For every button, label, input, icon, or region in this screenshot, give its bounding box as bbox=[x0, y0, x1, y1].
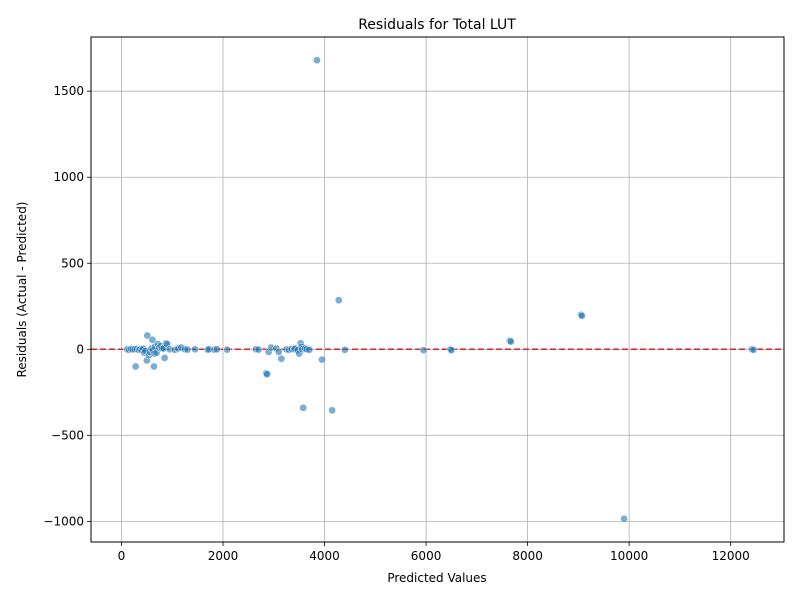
x-tick-label: 2000 bbox=[208, 549, 239, 563]
y-tick-label: 1500 bbox=[53, 84, 84, 98]
data-point bbox=[299, 403, 308, 412]
data-point bbox=[620, 514, 628, 523]
scatter-points bbox=[123, 56, 758, 523]
y-tick-label: −1000 bbox=[43, 514, 84, 528]
x-tick-label: 12000 bbox=[712, 549, 750, 563]
data-point bbox=[131, 362, 140, 371]
data-point bbox=[213, 345, 221, 354]
x-tick-label: 0 bbox=[118, 549, 126, 563]
x-tick-label: 8000 bbox=[512, 549, 543, 563]
y-tick-label: −500 bbox=[51, 428, 84, 442]
data-point bbox=[507, 337, 515, 346]
data-point bbox=[148, 335, 157, 344]
x-tick-label: 6000 bbox=[411, 549, 442, 563]
data-point bbox=[191, 345, 199, 354]
y-tick-label: 1000 bbox=[53, 170, 84, 184]
data-point bbox=[334, 296, 343, 305]
data-point bbox=[254, 345, 263, 354]
x-axis-label: Predicted Values bbox=[387, 571, 486, 585]
data-point bbox=[305, 345, 314, 354]
data-point bbox=[328, 406, 337, 415]
y-axis-label: Residuals (Actual - Predicted) bbox=[15, 202, 29, 378]
data-point bbox=[578, 311, 586, 320]
y-axis-ticks: −1000 −500 0 500 1000 1500 bbox=[43, 84, 91, 528]
data-point bbox=[419, 346, 428, 355]
data-point bbox=[223, 345, 231, 354]
y-tick-label: 0 bbox=[76, 342, 84, 356]
y-tick-label: 500 bbox=[61, 256, 84, 270]
data-point bbox=[263, 370, 272, 379]
data-point bbox=[313, 56, 321, 65]
data-point bbox=[183, 345, 192, 354]
data-point bbox=[340, 345, 349, 354]
data-point bbox=[447, 346, 456, 355]
x-tick-label: 10000 bbox=[610, 549, 648, 563]
data-point bbox=[160, 354, 169, 362]
data-point bbox=[749, 345, 758, 354]
x-tick-label: 4000 bbox=[309, 549, 340, 563]
data-point bbox=[150, 362, 158, 371]
data-point bbox=[318, 355, 326, 364]
data-point bbox=[143, 331, 152, 340]
chart-title: Residuals for Total LUT bbox=[358, 17, 516, 33]
x-axis-ticks: 0 2000 4000 6000 8000 10000 12000 bbox=[118, 542, 750, 563]
plot-frame bbox=[90, 36, 785, 543]
data-point bbox=[274, 348, 283, 356]
data-point bbox=[277, 354, 286, 363]
